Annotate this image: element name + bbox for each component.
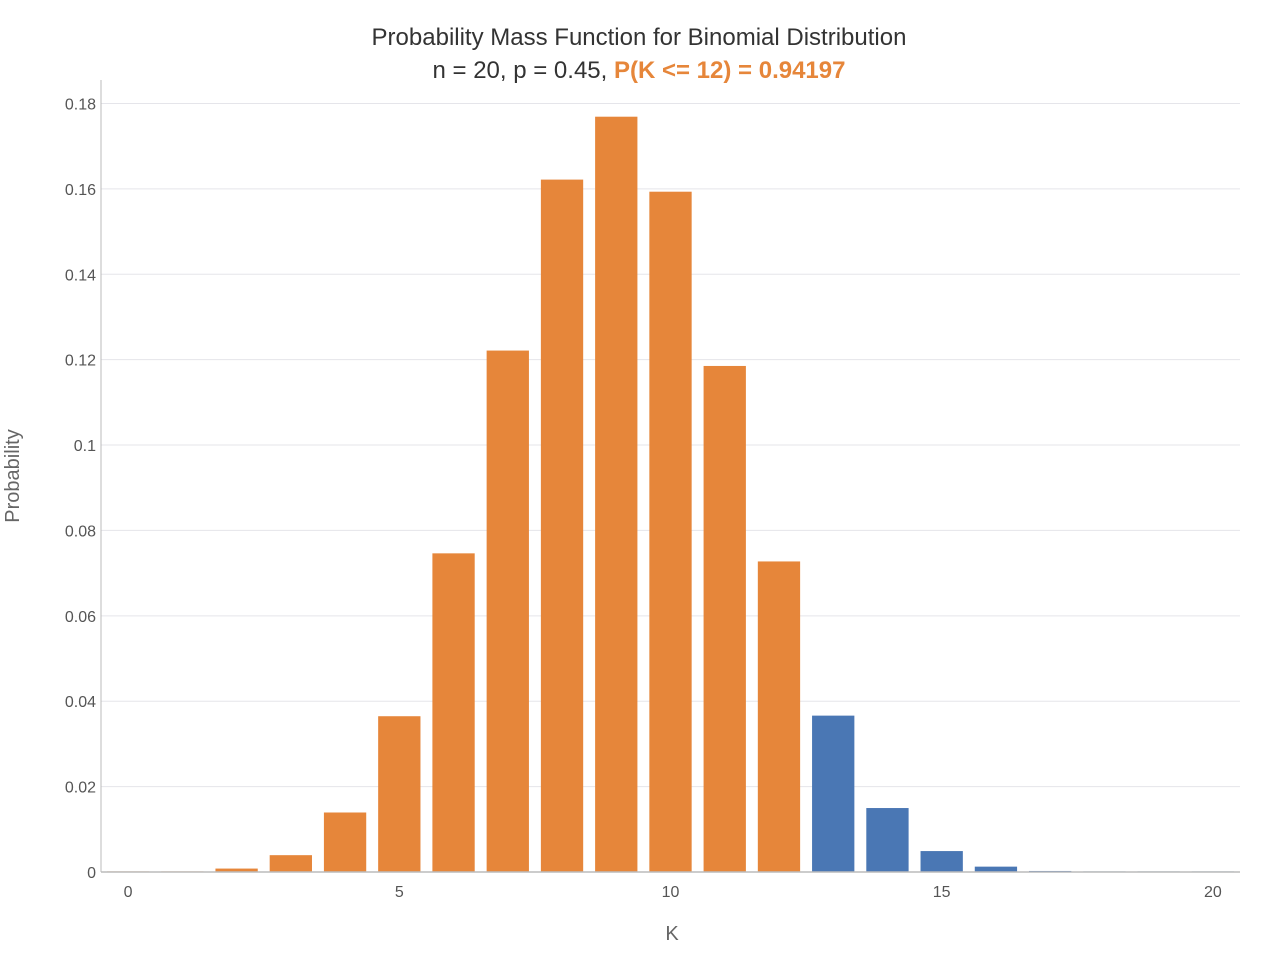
bar-k-2[interactable] — [215, 868, 258, 872]
x-axis-title: K — [665, 923, 679, 945]
x-tick-labels: 0 5 10 15 20 — [124, 884, 1222, 901]
bars — [106, 116, 1235, 873]
y-tick-label: 0.06 — [65, 609, 96, 626]
chart-subtitle: n = 20, p = 0.45, P(K <= 12) = 0.94197 — [0, 57, 1278, 85]
y-tick-label: 0.16 — [65, 182, 96, 199]
bar-k-16[interactable] — [974, 866, 1018, 872]
x-tick-label: 20 — [1204, 884, 1222, 901]
bar-k-3[interactable] — [269, 855, 312, 872]
y-tick-label: 0.02 — [65, 780, 96, 797]
bar-k-4[interactable] — [323, 812, 367, 872]
x-tick-label: 10 — [662, 884, 680, 901]
subtitle-params: n = 20, p = 0.45, — [432, 57, 614, 84]
y-tick-label: 0.1 — [74, 438, 96, 455]
bar-k-15[interactable] — [920, 851, 963, 872]
bar-k-14[interactable] — [866, 808, 909, 872]
chart-title: Probability Mass Function for Binomial D… — [371, 24, 907, 51]
y-tick-label: 0.08 — [65, 523, 96, 540]
y-axis-title: Probability — [2, 429, 24, 522]
subtitle-cumulative-probability: P(K <= 12) = 0.94197 — [613, 57, 846, 84]
bar-k-9[interactable] — [595, 116, 638, 872]
bar-k-10[interactable] — [649, 191, 692, 872]
x-tick-label: 5 — [395, 884, 404, 901]
bar-k-8[interactable] — [540, 179, 584, 873]
y-tick-label: 0.04 — [65, 694, 96, 711]
bar-k-6[interactable] — [432, 553, 475, 872]
bar-k-5[interactable] — [378, 716, 421, 872]
y-tick-labels: 0 0.02 0.04 0.06 0.08 0.1 0.12 0.14 0.16 0.18 — [65, 96, 96, 882]
bar-k-11[interactable] — [703, 365, 746, 872]
bar-k-13[interactable] — [812, 715, 855, 872]
bar-k-7[interactable] — [486, 350, 529, 872]
x-tick-label: 15 — [933, 884, 951, 901]
y-tick-label: 0.14 — [65, 267, 96, 284]
axes — [100, 80, 1240, 873]
y-tick-label: 0.18 — [65, 96, 96, 113]
y-tick-label: 0.12 — [65, 353, 96, 370]
y-tick-label: 0 — [87, 865, 96, 882]
bar-k-12[interactable] — [757, 561, 801, 872]
x-tick-label: 0 — [124, 884, 133, 901]
